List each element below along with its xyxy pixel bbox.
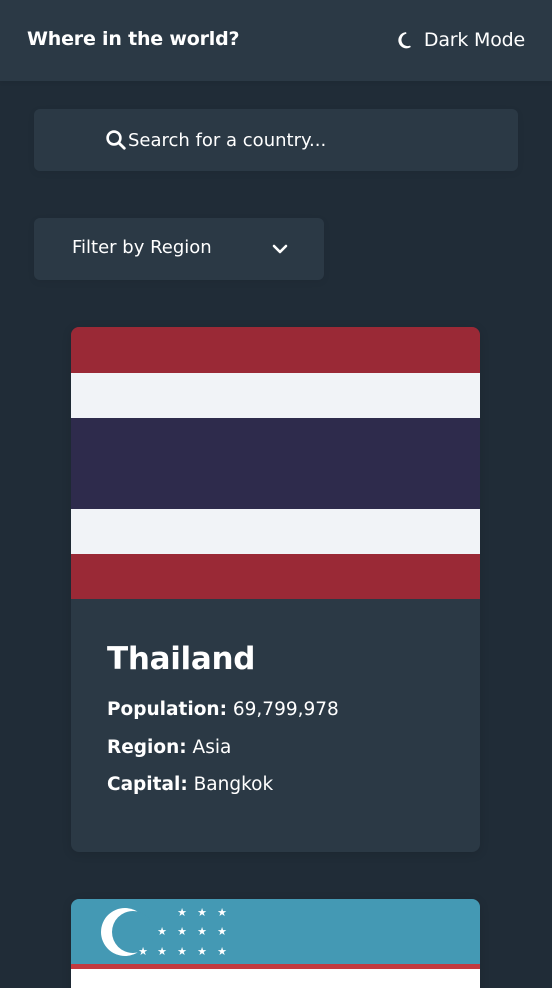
region-row: Region: Asia (107, 729, 447, 767)
flag-stripe (71, 327, 480, 373)
region-filter-label: Filter by Region (72, 237, 212, 258)
uzbekistan-flag: ★ ★ ★ ★ ★ ★ ★ ★ ★ ★ ★ ★ (71, 899, 480, 988)
flag-band (71, 964, 480, 969)
moon-icon (396, 30, 416, 50)
population-label: Population: (107, 699, 227, 720)
thailand-flag (71, 327, 480, 599)
svg-text:★: ★ (138, 945, 148, 958)
capital-row: Capital: Bangkok (107, 766, 447, 804)
svg-text:★: ★ (177, 945, 187, 958)
stars: ★ ★ ★ ★ ★ ★ ★ ★ ★ ★ ★ ★ (138, 906, 227, 958)
dark-mode-label: Dark Mode (423, 29, 525, 51)
svg-text:★: ★ (217, 945, 227, 958)
country-name: Thailand (107, 641, 256, 677)
flag-band (71, 969, 480, 988)
capital-label: Capital: (107, 774, 188, 795)
chevron-down-icon (270, 239, 290, 259)
svg-text:★: ★ (197, 906, 207, 919)
svg-text:★: ★ (177, 925, 187, 938)
country-card-thailand[interactable]: Thailand Population: 69,799,978 Region: … (71, 327, 480, 852)
region-label: Region: (107, 736, 187, 758)
region-filter-dropdown[interactable]: Filter by Region (34, 218, 324, 280)
flag-stripe (71, 418, 480, 509)
svg-text:★: ★ (197, 925, 207, 938)
flag-stripe (71, 554, 480, 599)
dark-mode-toggle[interactable]: Dark Mode (396, 26, 525, 54)
svg-text:★: ★ (197, 945, 207, 958)
search-input[interactable] (126, 109, 496, 171)
card-body: Thailand Population: 69,799,978 Region: … (107, 637, 447, 804)
search-icon (104, 128, 128, 152)
svg-text:★: ★ (217, 906, 227, 919)
svg-text:★: ★ (157, 945, 167, 958)
population-value: 69,799,978 (232, 699, 339, 720)
top-bar: Where in the world? Dark Mode (0, 0, 552, 81)
svg-text:★: ★ (157, 925, 167, 938)
flag-stripe (71, 509, 480, 554)
population-row: Population: 69,799,978 (107, 691, 447, 729)
crescent-icon (101, 908, 154, 956)
app-title: Where in the world? (27, 28, 240, 50)
svg-text:★: ★ (217, 925, 227, 938)
flag-stripe (71, 373, 480, 418)
svg-text:★: ★ (177, 906, 187, 919)
country-card[interactable]: ★ ★ ★ ★ ★ ★ ★ ★ ★ ★ ★ ★ (71, 899, 480, 988)
region-value: Asia (192, 736, 232, 758)
capital-value: Bangkok (193, 774, 274, 795)
search-box[interactable] (34, 109, 518, 171)
